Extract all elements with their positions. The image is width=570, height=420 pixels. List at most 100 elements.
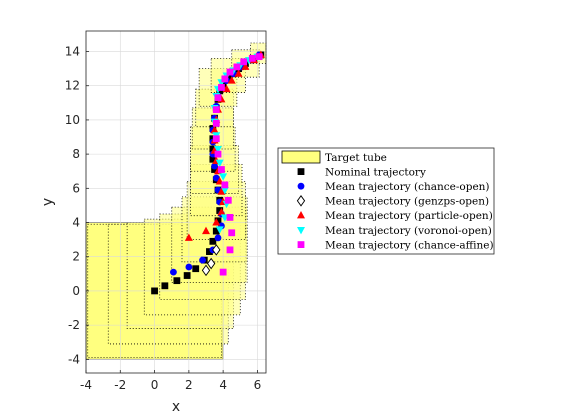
y-tick-label: 12 — [65, 79, 80, 93]
data-point — [185, 263, 193, 271]
legend-label: Mean trajectory (chance-open) — [325, 181, 490, 193]
data-point — [217, 187, 226, 195]
data-point — [221, 181, 229, 189]
data-point — [215, 226, 224, 234]
y-tick-label: 2 — [72, 250, 80, 264]
x-axis-label: x — [172, 399, 180, 415]
series-5 — [212, 53, 263, 276]
y-tick-label: -4 — [68, 352, 80, 366]
legend-marker — [297, 211, 305, 219]
y-tick-label: 4 — [72, 216, 80, 230]
data-point — [214, 234, 222, 242]
legend-box — [277, 147, 495, 255]
data-point — [201, 264, 211, 277]
legend-marker — [297, 182, 305, 190]
data-point — [209, 155, 217, 163]
x-tick-label: 4 — [219, 378, 227, 392]
data-point — [226, 68, 234, 76]
trajectory-markers — [151, 50, 265, 295]
axis-ticks: -4 -2 0 2 4 6 -4 -2 0 2 4 6 8 10 12 14 — [65, 45, 262, 392]
data-point — [212, 218, 221, 226]
data-point — [219, 268, 227, 276]
y-axis-label: y — [40, 198, 56, 206]
y-tick-label: 10 — [65, 113, 80, 127]
data-point — [217, 207, 226, 216]
data-point — [183, 272, 191, 279]
legend-items: Target tube Nominal trajectory Mean trajec… — [281, 150, 494, 251]
data-point — [184, 233, 193, 241]
data-point — [173, 277, 181, 285]
series-2 — [201, 244, 221, 277]
data-point — [214, 145, 222, 154]
legend-label: Target tube — [325, 152, 387, 164]
target-tube — [85, 42, 267, 360]
data-point — [211, 162, 218, 170]
legend: Target tube Nominal trajectory Mean trajec… — [277, 147, 495, 255]
data-point — [240, 58, 248, 66]
data-point — [214, 94, 222, 102]
data-point — [219, 173, 228, 181]
data-point — [212, 106, 220, 114]
data-point — [219, 80, 227, 88]
data-point — [220, 187, 229, 195]
legend-label: Mean trajectory (particle-open) — [325, 210, 493, 222]
data-point — [209, 135, 217, 143]
x-tick-label: 2 — [185, 378, 193, 392]
data-point — [221, 75, 229, 83]
data-point — [210, 125, 219, 134]
data-point — [255, 53, 263, 61]
data-point — [212, 174, 220, 182]
data-point — [206, 257, 216, 270]
plot-area: -4 -2 0 2 4 6 -4 -2 0 2 4 6 8 10 12 14 — [65, 30, 267, 392]
legend-marker — [297, 241, 305, 248]
data-point — [192, 265, 200, 273]
data-point — [209, 237, 217, 245]
legend-label: Mean trajectory (voronoi-open) — [325, 225, 492, 237]
data-point — [209, 145, 217, 153]
y-tick-label: 6 — [72, 181, 80, 195]
data-point — [212, 135, 220, 143]
data-point — [215, 159, 224, 168]
data-point — [216, 207, 224, 214]
y-tick-label: 8 — [72, 147, 80, 161]
legend-swatch-tube — [281, 150, 321, 164]
data-point — [218, 166, 225, 173]
x-tick-label: 6 — [254, 378, 262, 392]
data-point — [161, 282, 169, 290]
legend-label: Mean trajectory (chance-affine) — [325, 239, 494, 251]
legend-marker — [296, 195, 306, 207]
data-point — [212, 227, 220, 235]
x-tick-label: 0 — [151, 378, 159, 392]
y-tick-label: -2 — [68, 318, 80, 332]
y-tick-label: 0 — [72, 284, 80, 298]
data-point — [212, 244, 221, 256]
x-tick-label: -4 — [80, 378, 92, 392]
data-point — [199, 256, 206, 264]
data-point — [211, 166, 218, 173]
data-point — [151, 287, 158, 295]
data-point — [212, 119, 220, 127]
data-point — [248, 54, 256, 62]
data-point — [227, 76, 236, 84]
data-point — [216, 87, 224, 95]
grid-lines — [85, 31, 266, 373]
x-tick-label: -2 — [114, 378, 126, 392]
data-point — [202, 226, 210, 235]
data-point — [233, 63, 241, 71]
data-point — [206, 248, 213, 255]
data-point — [214, 217, 222, 225]
data-point — [226, 213, 234, 221]
legend-label: Mean trajectory (genzps-open) — [325, 196, 489, 208]
axes-box — [85, 30, 267, 374]
data-point — [224, 196, 232, 204]
data-point — [228, 229, 236, 237]
y-tick-label: 14 — [65, 45, 80, 59]
data-point — [241, 62, 250, 70]
data-point — [214, 150, 222, 158]
data-point — [226, 246, 234, 254]
legend-marker — [297, 227, 305, 235]
legend-label: Nominal trajectory — [325, 166, 426, 178]
legend-marker — [297, 168, 305, 175]
data-point — [170, 268, 177, 276]
